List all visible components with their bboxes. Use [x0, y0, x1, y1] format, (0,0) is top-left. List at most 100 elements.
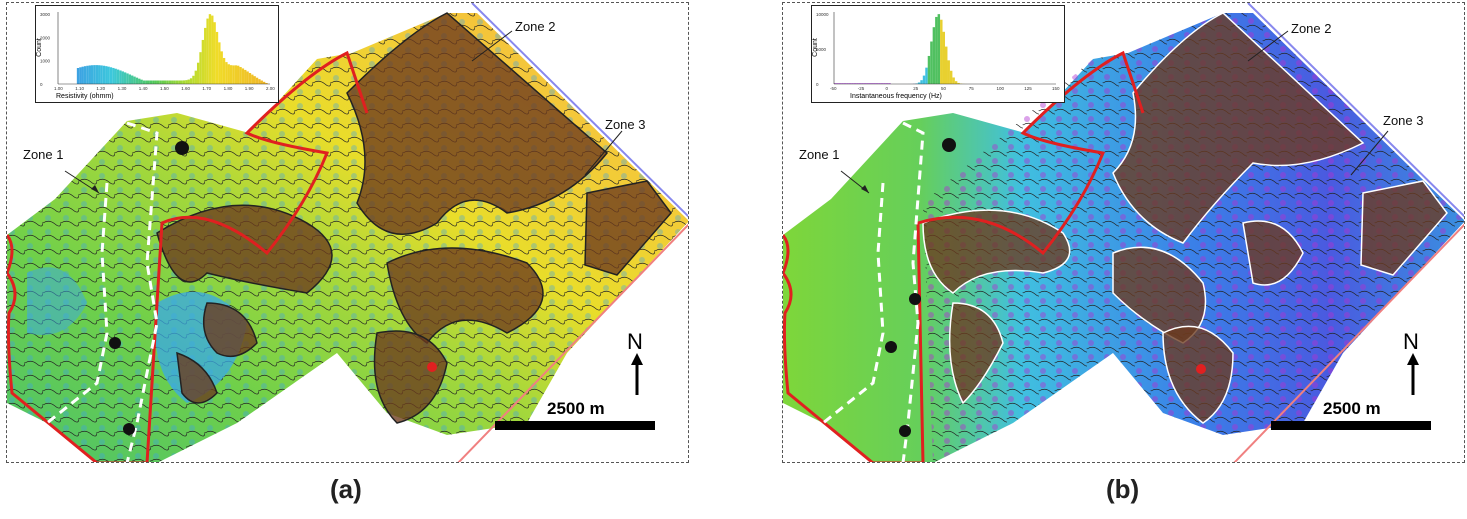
histogram-bar: [947, 60, 950, 84]
histogram-bar: [213, 22, 216, 85]
histogram-bar: [241, 68, 245, 84]
histogram-bar: [211, 15, 214, 84]
histogram-bar: [265, 82, 268, 84]
histogram-bar: [128, 74, 132, 84]
histogram-bar: [952, 77, 955, 84]
histogram-bar: [851, 83, 854, 84]
histogram-bar: [159, 80, 162, 84]
histogram-bar: [215, 31, 219, 84]
histogram-xtick: 0: [886, 86, 889, 91]
histogram-bar: [79, 67, 82, 84]
histogram-bar: [201, 39, 205, 84]
histogram-bar: [152, 80, 155, 84]
zone-2-label: Zone 2: [1291, 21, 1332, 36]
histogram-xtick: 1.40: [139, 86, 148, 91]
panel-caption: (b): [1106, 474, 1140, 504]
histogram-bar: [260, 80, 263, 84]
well-marker: [175, 141, 189, 155]
map-frame-b: -50 -25 0 25 50 75 100 125 150 0 5000 10000 Count …: [782, 2, 1465, 463]
histogram-xtick: -50: [830, 86, 837, 91]
histogram-bar: [114, 68, 117, 84]
histogram-bar: [930, 41, 933, 84]
histogram-bar: [957, 82, 960, 84]
histogram-bar: [133, 76, 136, 84]
histogram-xtick: 100: [997, 86, 1005, 91]
histogram-bar: [875, 83, 879, 84]
histogram-bar: [126, 73, 129, 84]
histogram-bar: [949, 70, 953, 84]
histogram-bar: [883, 83, 886, 84]
histogram-bar: [937, 14, 941, 85]
histogram-bar: [206, 18, 209, 84]
histogram-bar: [100, 65, 103, 84]
histogram-bar: [154, 80, 157, 84]
histogram-xtick: 1.70: [202, 86, 211, 91]
histogram-bar: [208, 14, 212, 84]
zone-3-label: Zone 3: [605, 117, 646, 132]
histogram-xtick: -25: [858, 86, 865, 91]
histogram-bar: [123, 72, 127, 84]
histogram-bar: [871, 83, 874, 84]
frequency-map: [783, 3, 1464, 462]
north-label: N: [627, 329, 643, 354]
histogram-bar: [868, 83, 871, 84]
histogram-bar: [925, 67, 928, 84]
histogram-xtick: 1.90: [245, 86, 254, 91]
histogram-xtick: 1.30: [118, 86, 127, 91]
histogram-bar: [225, 62, 228, 84]
histogram-bar: [147, 80, 150, 84]
well-marker-red: [427, 362, 437, 372]
histogram-bar: [945, 46, 948, 84]
histogram-bar: [239, 67, 242, 84]
histogram-xtick: 2.00: [266, 86, 275, 91]
scale-bar: [1271, 421, 1431, 430]
resistivity-map: [7, 3, 688, 462]
histogram-bar: [885, 83, 889, 84]
histogram-bar: [76, 68, 80, 84]
histogram-bar: [93, 65, 96, 84]
histogram-bar: [932, 27, 936, 84]
histogram-bar: [81, 66, 84, 84]
histogram-bar: [836, 83, 839, 84]
histogram-ytick: 1000: [40, 59, 51, 64]
scale-label: 2500 m: [547, 399, 605, 418]
histogram-bar: [920, 80, 923, 84]
histogram-bar: [218, 42, 221, 84]
map-frame-a: 1.00 1.10 1.20 1.30 1.40 1.50 1.60 1.70 1.80 1.90…: [6, 2, 689, 463]
zone-3-label: Zone 3: [1383, 113, 1424, 128]
histogram-bar: [856, 83, 859, 84]
histogram-bar: [917, 82, 921, 84]
histogram-bar: [888, 83, 891, 84]
histogram-bar: [105, 66, 108, 84]
zone-1-label: Zone 1: [23, 147, 64, 162]
histogram-bar: [853, 83, 857, 84]
histogram-xtick: 25: [913, 86, 919, 91]
well-marker: [109, 337, 121, 349]
histogram-bar: [182, 80, 186, 84]
scale-label: 2500 m: [1323, 399, 1381, 418]
histogram-bar: [168, 80, 172, 84]
histogram-xtick: 1.50: [160, 86, 169, 91]
histogram-bar: [841, 83, 844, 84]
well-marker: [909, 293, 921, 305]
histogram-bar: [834, 83, 837, 84]
histogram-bar: [189, 78, 193, 84]
histogram-bar: [838, 83, 842, 84]
histogram-bar: [246, 71, 249, 84]
histogram-bar: [866, 83, 869, 84]
histogram-bar: [107, 66, 110, 84]
histogram-bar: [262, 81, 266, 84]
histogram-ytick: 0: [40, 82, 43, 87]
histogram-xtick: 150: [1052, 86, 1060, 91]
panel-a: 1.00 1.10 1.20 1.30 1.40 1.50 1.60 1.70 1.80 1.90…: [0, 0, 690, 519]
histogram-bar: [858, 83, 862, 84]
histogram-bar: [112, 67, 115, 84]
histogram-ytick: 5000: [816, 47, 827, 52]
histogram-bar: [180, 80, 183, 84]
histogram-xtick: 1.10: [75, 86, 84, 91]
histogram-bar: [873, 83, 876, 84]
histogram-xtick: 1.60: [181, 86, 190, 91]
histogram-xtick: 1.00: [54, 86, 63, 91]
histogram-bar: [220, 51, 223, 84]
histogram-bar: [248, 73, 252, 84]
